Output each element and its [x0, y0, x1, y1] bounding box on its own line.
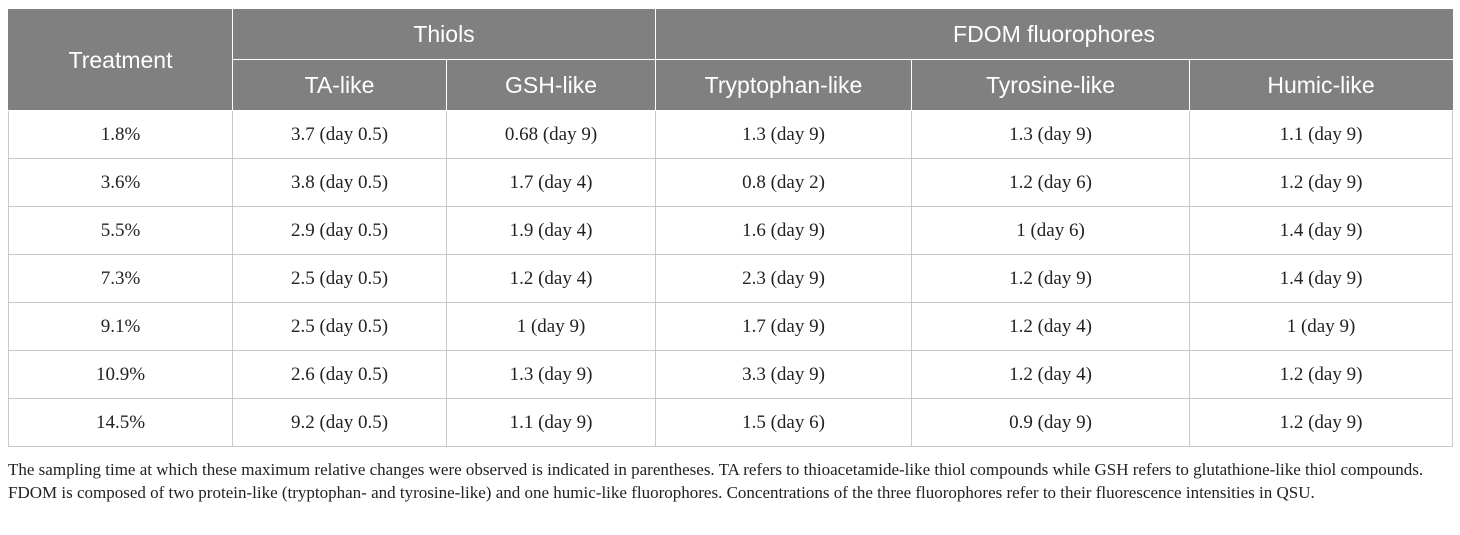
cell-ta-like: 2.5 (day 0.5): [232, 254, 447, 303]
cell-gsh-like: 1.7 (day 4): [445, 158, 657, 207]
cell-tryptophan-like: 1.5 (day 6): [655, 398, 913, 447]
cell-tryptophan-like: 1.6 (day 9): [655, 206, 913, 255]
cell-gsh-like: 1.9 (day 4): [445, 206, 657, 255]
cell-treatment: 1.8%: [8, 110, 233, 159]
table-row: 5.5% 2.9 (day 0.5) 1.9 (day 4) 1.6 (day …: [8, 206, 1454, 255]
table-row: 10.9% 2.6 (day 0.5) 1.3 (day 9) 3.3 (day…: [8, 350, 1454, 399]
header-tyrosine-like: Tyrosine-like: [911, 59, 1191, 111]
cell-humic-like: 1 (day 9): [1189, 302, 1454, 351]
table-row: 1.8% 3.7 (day 0.5) 0.68 (day 9) 1.3 (day…: [8, 110, 1454, 159]
cell-treatment: 9.1%: [8, 302, 233, 351]
cell-tryptophan-like: 0.8 (day 2): [655, 158, 913, 207]
cell-ta-like: 2.6 (day 0.5): [232, 350, 447, 399]
results-table: Treatment Thiols FDOM fluorophores TA-li…: [8, 9, 1454, 447]
cell-tyrosine-like: 0.9 (day 9): [911, 398, 1191, 447]
header-row-groups: Treatment Thiols FDOM fluorophores: [8, 9, 1454, 111]
cell-humic-like: 1.2 (day 9): [1189, 158, 1454, 207]
cell-humic-like: 1.1 (day 9): [1189, 110, 1454, 159]
table-row: 3.6% 3.8 (day 0.5) 1.7 (day 4) 0.8 (day …: [8, 158, 1454, 207]
results-table-container: Treatment Thiols FDOM fluorophores TA-li…: [8, 9, 1454, 447]
cell-tryptophan-like: 2.3 (day 9): [655, 254, 913, 303]
cell-tyrosine-like: 1.2 (day 4): [911, 350, 1191, 399]
cell-tyrosine-like: 1.2 (day 9): [911, 254, 1191, 303]
header-group-fdom: FDOM fluorophores: [655, 9, 1454, 60]
header-humic-like: Humic-like: [1189, 59, 1454, 111]
cell-tryptophan-like: 1.7 (day 9): [655, 302, 913, 351]
header-gsh-like: GSH-like: [445, 59, 657, 111]
table-row: 9.1% 2.5 (day 0.5) 1 (day 9) 1.7 (day 9)…: [8, 302, 1454, 351]
cell-treatment: 14.5%: [8, 398, 233, 447]
cell-ta-like: 3.8 (day 0.5): [232, 158, 447, 207]
cell-humic-like: 1.2 (day 9): [1189, 350, 1454, 399]
header-treatment: Treatment: [8, 9, 233, 111]
cell-ta-like: 3.7 (day 0.5): [232, 110, 447, 159]
cell-tyrosine-like: 1.2 (day 6): [911, 158, 1191, 207]
cell-tyrosine-like: 1 (day 6): [911, 206, 1191, 255]
cell-treatment: 10.9%: [8, 350, 233, 399]
cell-tyrosine-like: 1.3 (day 9): [911, 110, 1191, 159]
cell-tyrosine-like: 1.2 (day 4): [911, 302, 1191, 351]
cell-humic-like: 1.2 (day 9): [1189, 398, 1454, 447]
cell-humic-like: 1.4 (day 9): [1189, 254, 1454, 303]
cell-ta-like: 2.5 (day 0.5): [232, 302, 447, 351]
cell-gsh-like: 0.68 (day 9): [445, 110, 657, 159]
cell-gsh-like: 1 (day 9): [445, 302, 657, 351]
cell-tryptophan-like: 1.3 (day 9): [655, 110, 913, 159]
table-row: 7.3% 2.5 (day 0.5) 1.2 (day 4) 2.3 (day …: [8, 254, 1454, 303]
cell-ta-like: 2.9 (day 0.5): [232, 206, 447, 255]
header-tryptophan-like: Tryptophan-like: [655, 59, 913, 111]
cell-treatment: 5.5%: [8, 206, 233, 255]
table-row: 14.5% 9.2 (day 0.5) 1.1 (day 9) 1.5 (day…: [8, 398, 1454, 447]
cell-gsh-like: 1.3 (day 9): [445, 350, 657, 399]
cell-treatment: 7.3%: [8, 254, 233, 303]
cell-tryptophan-like: 3.3 (day 9): [655, 350, 913, 399]
cell-treatment: 3.6%: [8, 158, 233, 207]
cell-gsh-like: 1.2 (day 4): [445, 254, 657, 303]
table-footnote: The sampling time at which these maximum…: [8, 460, 1424, 502]
cell-humic-like: 1.4 (day 9): [1189, 206, 1454, 255]
header-ta-like: TA-like: [232, 59, 447, 111]
cell-gsh-like: 1.1 (day 9): [445, 398, 657, 447]
header-group-thiols: Thiols: [231, 9, 657, 60]
cell-ta-like: 9.2 (day 0.5): [232, 398, 447, 447]
header-row-columns: TA-like GSH-like Tryptophan-like Tyrosin…: [9, 59, 1454, 111]
